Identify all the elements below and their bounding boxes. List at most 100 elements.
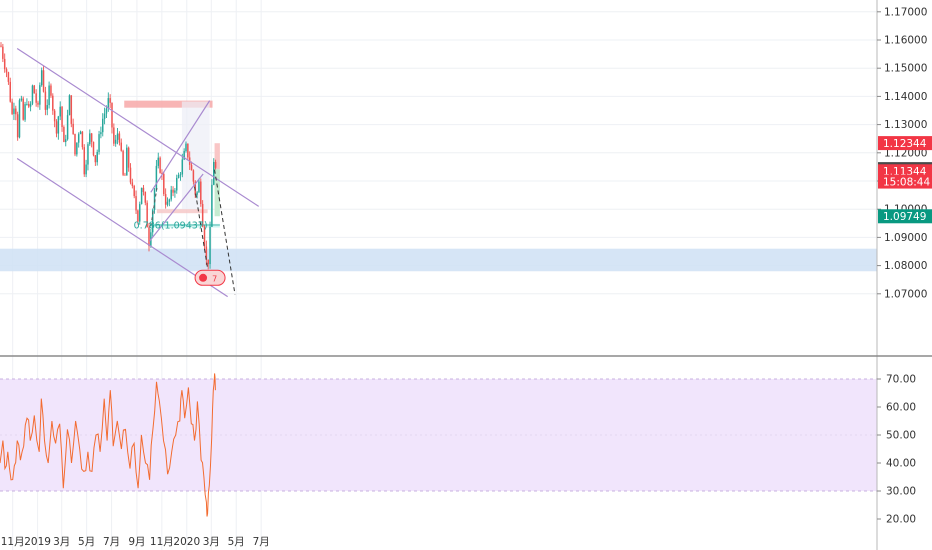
candle-body [133,185,135,197]
candle-body [9,81,11,102]
candle-body [157,157,159,166]
candle-body [174,190,176,193]
price-label-bg [878,136,932,151]
zones [0,100,877,272]
zone-upper-resistance [124,100,213,108]
price-label-bg [878,209,932,224]
candle-body [140,187,143,205]
candle-body [124,174,126,176]
candle-body [139,204,141,222]
candle-body [107,98,110,109]
candle-body [166,201,169,205]
candle-body [168,199,171,202]
candle-body [94,155,97,163]
candle-body [85,164,87,175]
candle-body [172,189,174,193]
candle-body [42,70,45,92]
candle-body [31,85,34,104]
candle-body [96,151,98,163]
candle-body [196,192,198,195]
candle-body [0,45,2,47]
price-tick-label: 1.09000 [884,232,927,244]
dashed-path [214,169,236,295]
zone-lower-support [0,248,877,272]
rising-channel-upper [150,100,211,193]
candle-body [39,85,41,105]
dashed-path [150,187,158,227]
oscillator-tick-label: 60.00 [886,402,916,414]
candle-body [185,143,187,152]
candle-body [74,133,76,155]
time-tick-label: 5月 [78,536,95,548]
candle-body [176,177,178,191]
candle-body [127,147,130,168]
candle-body [183,151,185,160]
candle-body [200,181,202,204]
candle-body [120,142,122,151]
time-tick-label: 2019 [24,536,51,548]
price-tick-label: 1.16000 [884,35,927,47]
candle-body [102,118,104,133]
trend-line-channel-upper [16,47,260,207]
candle-body [153,189,156,210]
candle-body [55,121,58,134]
candle-body [18,100,21,138]
candle-body [37,102,39,105]
candle-body [40,70,43,86]
oscillator-line-path [0,373,216,517]
oscillator-tick-label: 20.00 [886,514,916,526]
price-tick-label: 1.07000 [884,288,927,300]
candle-body [15,108,17,115]
trend-line-channel-lower [16,157,228,298]
candle-body [155,165,158,190]
candle-body [163,174,165,195]
oscillator-tick-label: 30.00 [886,486,916,498]
candle-body [135,196,137,211]
candle-body [77,134,80,143]
candle-body [24,104,26,120]
candle-body [103,113,106,119]
candle-body [48,85,50,106]
time-tick-label: 11月 [1,536,25,548]
candle-body [164,194,167,205]
time-tick-label: 3月 [53,536,70,548]
stop-box [214,143,220,170]
zone-fib-zone [149,223,220,228]
candle-body [90,133,93,142]
candle-body [131,182,134,186]
candle-body [213,161,215,185]
price-tick-label: 1.15000 [884,63,927,75]
time-tick-label: 2020 [173,536,200,548]
candle-body [190,164,193,171]
candle-body [192,170,195,182]
candle-body [109,98,111,103]
price-tick-label: 1.08000 [884,260,927,272]
idea-badge-count: 7 [212,274,217,283]
candle-body [118,133,121,143]
candle-body [28,104,30,107]
candle-body [129,167,132,183]
oscillator-tick-label: 40.00 [886,458,916,470]
price-tick-label: 1.12000 [884,147,927,159]
candle-body [187,143,189,158]
candle-body [2,46,4,59]
candle-body [211,184,213,227]
candle-body [159,157,161,173]
candle-body [122,150,124,175]
time-tick-label: 7月 [253,536,270,548]
candle-body [22,98,24,120]
candle-body [100,132,102,135]
oscillator-tick-label: 50.00 [886,430,916,442]
price-label-bg [878,174,932,189]
price-tick-label: 1.17000 [884,6,927,18]
candles [0,42,217,270]
drawings[interactable]: 0.786(1.09437) 7 [16,47,260,298]
idea-badge-icon [199,273,208,282]
candle-body [20,98,23,101]
candle-body [72,123,74,134]
time-tick-label: 11月 [150,536,174,548]
candle-body [105,108,108,114]
candle-body [89,133,91,145]
candle-body [144,192,147,203]
